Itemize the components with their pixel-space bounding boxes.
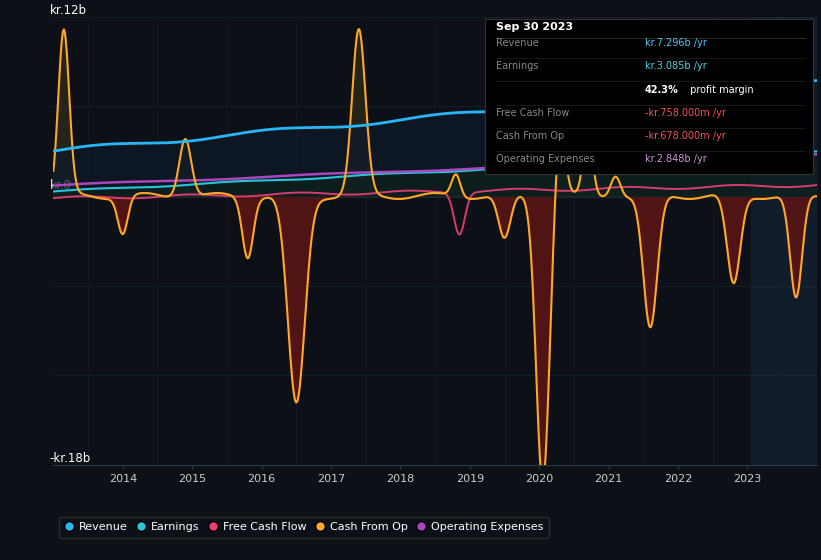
Text: Revenue: Revenue [496, 38, 539, 48]
Text: Free Cash Flow: Free Cash Flow [496, 108, 570, 118]
Text: 42.3%: 42.3% [645, 85, 679, 95]
Legend: Revenue, Earnings, Free Cash Flow, Cash From Op, Operating Expenses: Revenue, Earnings, Free Cash Flow, Cash … [59, 516, 549, 538]
Text: kr.7.296b /yr: kr.7.296b /yr [645, 38, 707, 48]
Text: -kr.678.000m /yr: -kr.678.000m /yr [645, 131, 726, 141]
Text: kr.2.848b /yr: kr.2.848b /yr [645, 155, 707, 165]
Text: -kr.18b: -kr.18b [49, 452, 91, 465]
Text: Earnings: Earnings [496, 61, 539, 71]
Text: Sep 30 2023: Sep 30 2023 [496, 22, 573, 32]
Text: kr.0: kr.0 [49, 179, 71, 192]
Text: profit margin: profit margin [687, 85, 754, 95]
Text: Operating Expenses: Operating Expenses [496, 155, 595, 165]
Text: Cash From Op: Cash From Op [496, 131, 565, 141]
Text: kr.12b: kr.12b [49, 4, 86, 17]
Text: kr.3.085b /yr: kr.3.085b /yr [645, 61, 707, 71]
Text: -kr.758.000m /yr: -kr.758.000m /yr [645, 108, 726, 118]
FancyBboxPatch shape [484, 19, 813, 174]
Bar [751, 17, 817, 465]
